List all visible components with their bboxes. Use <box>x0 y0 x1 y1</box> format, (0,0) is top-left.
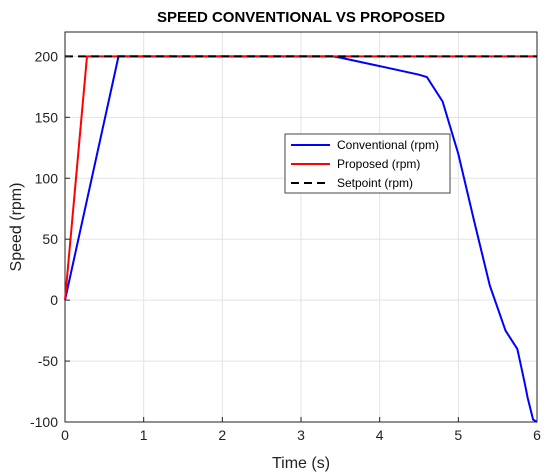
y-tick-label: 0 <box>50 292 58 308</box>
legend-label-setpoint: Setpoint (rpm) <box>337 176 413 190</box>
y-axis-label: Speed (rpm) <box>8 183 25 272</box>
x-tick-label: 4 <box>376 427 384 443</box>
series-group <box>64 55 538 423</box>
x-tick-label: 1 <box>140 427 148 443</box>
legend-label-proposed: Proposed (rpm) <box>337 157 420 171</box>
tick-labels: 0 1 2 3 4 5 6 -100 -50 0 50 100 150 200 <box>30 48 541 443</box>
y-tick-label: -100 <box>30 414 58 430</box>
y-tick-label: 200 <box>35 48 59 64</box>
x-tick-label: 5 <box>454 427 462 443</box>
chart-title: SPEED CONVENTIONAL VS PROPOSED <box>157 9 445 26</box>
x-tick-label: 0 <box>61 427 69 443</box>
y-tick-label: -50 <box>38 353 58 369</box>
x-tick-label: 2 <box>218 427 226 443</box>
x-tick-label: 6 <box>533 427 541 443</box>
x-axis-label: Time (s) <box>272 455 330 472</box>
legend-label-conventional: Conventional (rpm) <box>337 138 439 152</box>
series-line-proposed <box>64 55 537 301</box>
y-tick-label: 50 <box>42 231 58 247</box>
x-tick-label: 3 <box>297 427 305 443</box>
y-tick-label: 150 <box>35 109 59 125</box>
legend: Conventional (rpm) Proposed (rpm) Setpoint… <box>284 133 451 194</box>
y-tick-label: 100 <box>35 170 59 186</box>
